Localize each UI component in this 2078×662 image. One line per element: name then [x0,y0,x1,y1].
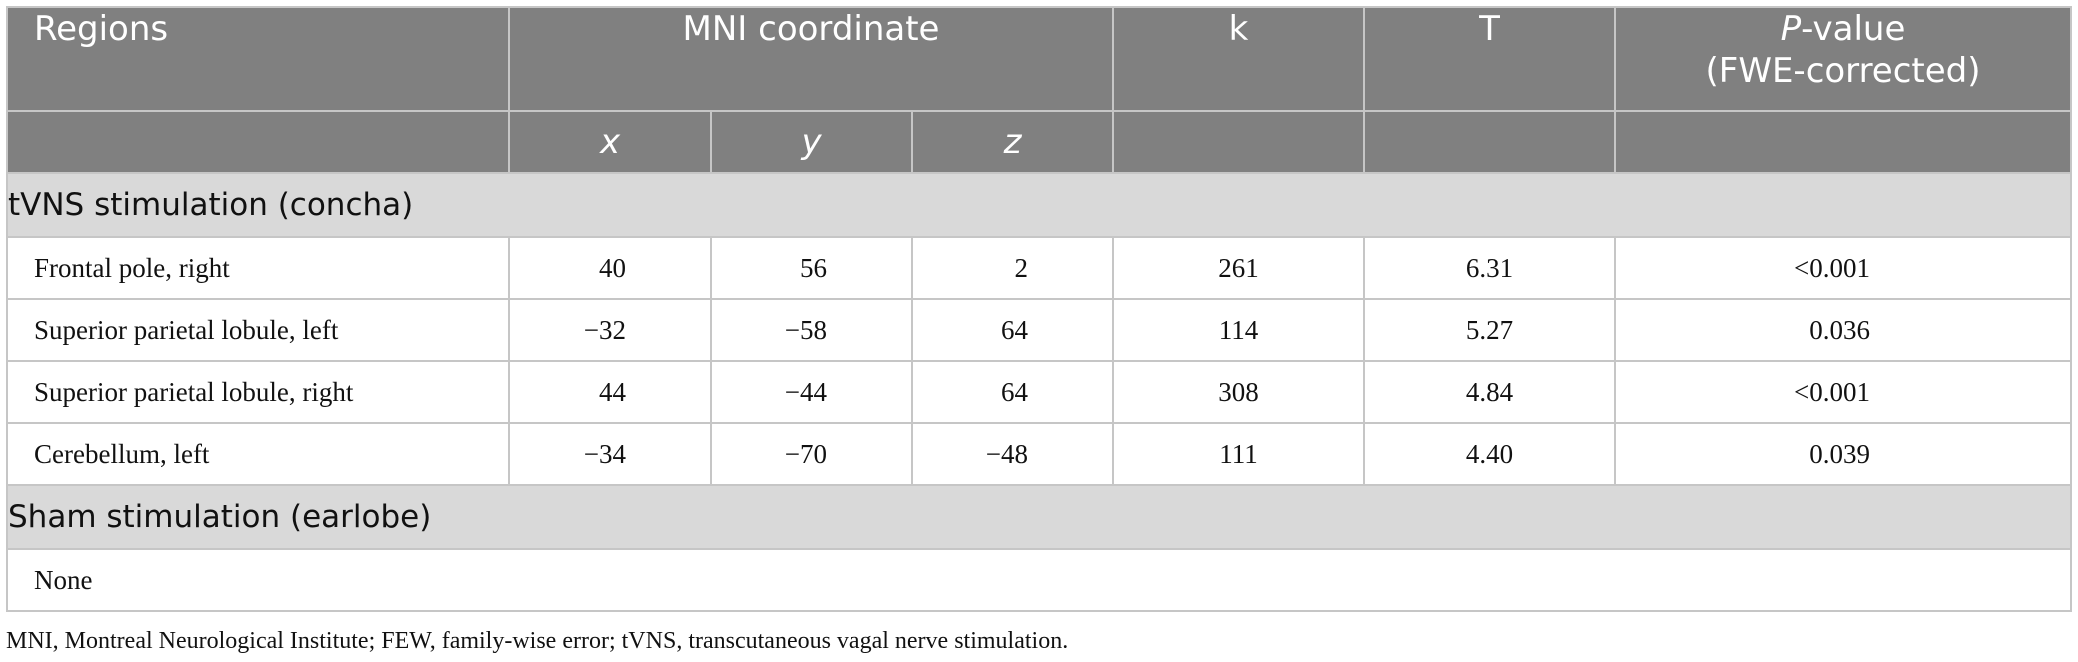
region-cell: Cerebellum, left [6,422,510,486]
p-cell: 0.036 [1614,298,2073,362]
region-cell: Frontal pole, right [6,236,510,300]
z-cell: −48 [910,422,1115,486]
header-row-2: x y z [6,110,2073,174]
p-cell: <0.001 [1614,236,2073,300]
results-table: Regions MNI coordinate k T P-value (FWE-… [5,6,2073,612]
p-cell: 0.039 [1614,422,2073,486]
t-header: T [1363,6,1617,112]
x-cell: −34 [508,422,712,486]
table-row: Superior parietal lobule, right 44 −44 6… [6,360,2073,424]
z-header: z [910,110,1115,174]
p-value-header: P-value (FWE-corrected) [1614,6,2073,112]
region-cell: Superior parietal lobule, left [6,298,510,362]
k-header: k [1112,6,1366,112]
regions-subheader [6,110,510,174]
p-header-rest: -value [1801,9,1906,49]
t-cell: 4.84 [1363,360,1617,424]
k-cell: 261 [1112,236,1366,300]
y-cell: 56 [710,236,913,300]
k-subheader [1112,110,1366,174]
z-cell: 64 [910,298,1115,362]
z-cell: 64 [910,360,1115,424]
section-title: tVNS stimulation (concha) [5,172,2073,238]
t-subheader [1363,110,1617,174]
y-header: y [710,110,913,174]
mni-coordinate-header: MNI coordinate [507,6,1115,112]
x-cell: 40 [508,236,712,300]
y-cell: −44 [710,360,913,424]
x-cell: −32 [508,298,712,362]
table-row: Superior parietal lobule, left −32 −58 6… [6,298,2073,362]
k-cell: 114 [1112,298,1366,362]
p-header-line2: (FWE-corrected) [1705,51,1981,91]
k-cell: 111 [1112,422,1366,486]
section-row-sham: Sham stimulation (earlobe) [5,484,2073,550]
y-cell: −58 [710,298,913,362]
k-cell: 308 [1112,360,1366,424]
section-row-tvns: tVNS stimulation (concha) [5,172,2073,238]
t-cell: 6.31 [1363,236,1617,300]
table-row: None [5,548,2073,612]
regions-header: Regions [6,6,510,112]
y-cell: −70 [710,422,913,486]
p-subheader [1614,110,2073,174]
section-title: Sham stimulation (earlobe) [5,484,2073,550]
z-cell: 2 [910,236,1115,300]
region-cell: Superior parietal lobule, right [6,360,510,424]
t-cell: 5.27 [1363,298,1617,362]
table-footnote: MNI, Montreal Neurological Institute; FE… [6,628,1069,654]
none-cell: None [5,548,2073,612]
t-cell: 4.40 [1363,422,1617,486]
p-header-italic: P [1780,9,1802,49]
x-cell: 44 [508,360,712,424]
table-row: Frontal pole, right 40 56 2 261 6.31 <0.… [6,236,2073,300]
header-row-1: Regions MNI coordinate k T P-value (FWE-… [6,6,2073,112]
x-header: x [508,110,712,174]
p-cell: <0.001 [1614,360,2073,424]
table-row: Cerebellum, left −34 −70 −48 111 4.40 0.… [6,422,2073,486]
